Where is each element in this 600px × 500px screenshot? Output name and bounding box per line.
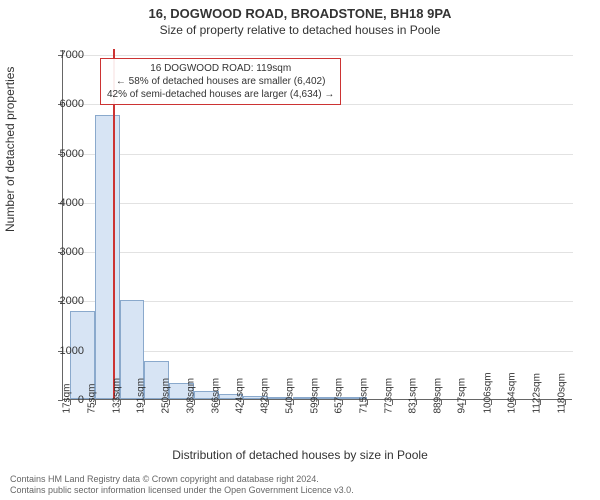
annotation-box: 16 DOGWOOD ROAD: 119sqm ← 58% of detache…	[100, 58, 341, 105]
gridline	[63, 154, 573, 155]
histogram-bar	[95, 115, 120, 399]
chart-title-sub: Size of property relative to detached ho…	[0, 21, 600, 37]
gridline	[63, 203, 573, 204]
annotation-line1: 16 DOGWOOD ROAD: 119sqm	[107, 62, 334, 75]
chart-area: 17sqm75sqm133sqm191sqm250sqm308sqm366sqm…	[62, 50, 572, 400]
x-axis-label: Distribution of detached houses by size …	[0, 448, 600, 462]
annotation-line3: 42% of semi-detached houses are larger (…	[107, 88, 334, 101]
y-tick-label: 1000	[44, 345, 84, 357]
y-tick-label: 2000	[44, 295, 84, 307]
y-tick-label: 3000	[44, 246, 84, 258]
annotation-line2: ← 58% of detached houses are smaller (6,…	[107, 75, 334, 88]
y-tick-label: 5000	[44, 148, 84, 160]
y-axis-label: Number of detached properties	[3, 67, 17, 232]
y-tick-label: 6000	[44, 98, 84, 110]
y-tick-label: 7000	[44, 49, 84, 61]
chart-container: 16, DOGWOOD ROAD, BROADSTONE, BH18 9PA S…	[0, 0, 600, 500]
y-tick-label: 4000	[44, 197, 84, 209]
footer-attribution: Contains HM Land Registry data © Crown c…	[10, 474, 354, 497]
y-tick-label: 0	[44, 394, 84, 406]
footer-line2: Contains public sector information licen…	[10, 485, 354, 496]
gridline	[63, 252, 573, 253]
chart-title-main: 16, DOGWOOD ROAD, BROADSTONE, BH18 9PA	[0, 0, 600, 21]
footer-line1: Contains HM Land Registry data © Crown c…	[10, 474, 354, 485]
gridline	[63, 55, 573, 56]
